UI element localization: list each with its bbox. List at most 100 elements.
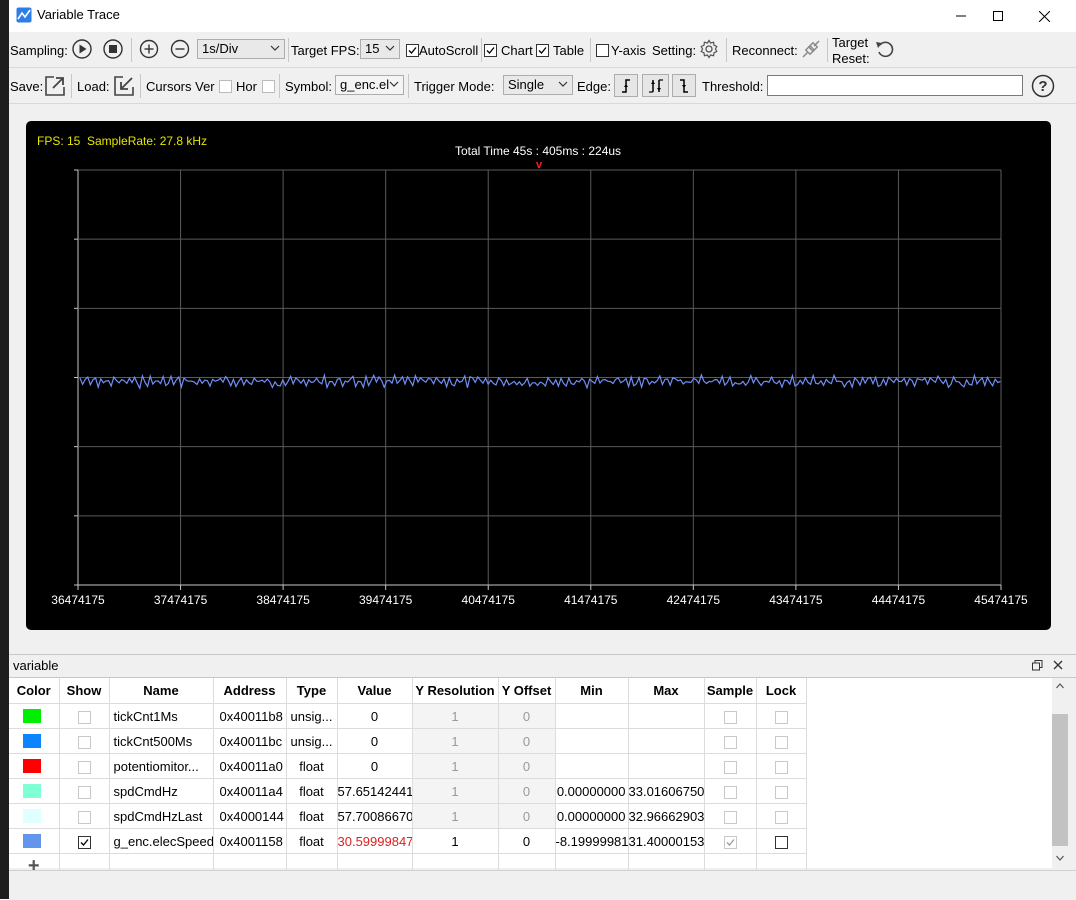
name-cell[interactable]: tickCnt1Ms	[109, 703, 214, 729]
type-cell[interactable]: unsig...	[286, 703, 338, 729]
min-cell[interactable]	[555, 703, 629, 729]
yres-cell[interactable]: 1	[412, 703, 499, 729]
color-cell[interactable]	[9, 778, 60, 804]
min-cell[interactable]: 0.00000000	[555, 803, 629, 829]
sample-cell[interactable]	[704, 753, 757, 779]
setting-button[interactable]	[698, 38, 720, 60]
yres-cell[interactable]: 1	[412, 778, 499, 804]
show-checkbox[interactable]	[77, 785, 91, 799]
value-cell[interactable]: 30.59999847	[337, 828, 413, 854]
sample-cell[interactable]	[704, 703, 757, 729]
sample-checkbox[interactable]	[723, 785, 737, 799]
column-header-address[interactable]: Address	[213, 678, 287, 704]
address-cell[interactable]: 0x40011b8	[213, 703, 287, 729]
sample-cell[interactable]	[704, 728, 757, 754]
value-cell[interactable]: 0	[337, 728, 413, 754]
load-button[interactable]	[112, 74, 136, 98]
help-button[interactable]: ?	[1031, 74, 1055, 98]
variable-row[interactable]: spdCmdHzLast 0x4000144 float 57.70086670 1 0 0…	[9, 803, 807, 829]
trace-chart[interactable]: 36474175 37474175 38474175 39474175 40474175…	[26, 121, 1051, 630]
color-cell[interactable]	[9, 728, 60, 754]
sample-checkbox[interactable]	[723, 810, 737, 824]
zoom-in-button[interactable]	[138, 38, 160, 60]
name-cell[interactable]: tickCnt500Ms	[109, 728, 214, 754]
value-cell[interactable]: 57.65142441	[337, 778, 413, 804]
add-symbol-icon[interactable]: +	[27, 855, 40, 877]
edge-both-button[interactable]	[642, 74, 669, 97]
address-cell[interactable]: 0x40011a4	[213, 778, 287, 804]
yres-cell[interactable]: 1	[412, 828, 499, 854]
column-header-value[interactable]: Value	[337, 678, 413, 704]
column-header-sample[interactable]: Sample	[704, 678, 757, 704]
lock-cell[interactable]	[756, 778, 807, 804]
play-button[interactable]	[71, 38, 93, 60]
lock-checkbox[interactable]	[774, 810, 788, 824]
color-cell[interactable]	[9, 828, 60, 854]
cursor-hor-checkbox[interactable]	[262, 80, 275, 93]
show-cell[interactable]	[59, 703, 110, 729]
edge-rising-button[interactable]	[614, 74, 638, 97]
address-cell[interactable]: 0x40011a0	[213, 753, 287, 779]
yoffset-cell[interactable]: 0	[498, 803, 556, 829]
variable-row[interactable]: potentiomitor... 0x40011a0 float 0 1 0	[9, 753, 807, 779]
yoffset-cell[interactable]: 0	[498, 778, 556, 804]
lock-checkbox[interactable]	[774, 785, 788, 799]
column-header-show[interactable]: Show	[59, 678, 110, 704]
lock-cell[interactable]	[756, 803, 807, 829]
column-header-y-resolution[interactable]: Y Resolution	[412, 678, 499, 704]
column-header-name[interactable]: Name	[109, 678, 214, 704]
target-fps-select[interactable]: 15	[360, 39, 400, 59]
sample-checkbox[interactable]	[723, 760, 737, 774]
show-cell[interactable]	[59, 753, 110, 779]
column-header-lock[interactable]: Lock	[756, 678, 807, 704]
time-div-select[interactable]: 1s/Div	[197, 39, 285, 59]
value-cell[interactable]: 0	[337, 703, 413, 729]
color-cell[interactable]	[9, 703, 60, 729]
show-checkbox[interactable]	[77, 710, 91, 724]
symbol-select[interactable]: g_enc.el	[335, 75, 404, 95]
autoscroll-checkbox[interactable]	[406, 44, 419, 57]
type-cell[interactable]: float	[286, 778, 338, 804]
type-cell[interactable]: float	[286, 803, 338, 829]
max-cell[interactable]	[628, 753, 705, 779]
scroll-up-icon[interactable]	[1056, 683, 1064, 689]
lock-cell[interactable]	[756, 728, 807, 754]
lock-checkbox[interactable]	[774, 735, 788, 749]
edge-falling-button[interactable]	[672, 74, 696, 97]
restore-panel-icon[interactable]	[1032, 660, 1043, 671]
address-cell[interactable]: 0x4000144	[213, 803, 287, 829]
name-cell[interactable]: potentiomitor...	[109, 753, 214, 779]
yoffset-cell[interactable]: 0	[498, 728, 556, 754]
yres-cell[interactable]: 1	[412, 728, 499, 754]
show-cell[interactable]	[59, 778, 110, 804]
lock-cell[interactable]	[756, 703, 807, 729]
lock-cell[interactable]	[756, 828, 807, 854]
yres-cell[interactable]: 1	[412, 803, 499, 829]
scrollbar-thumb[interactable]	[1052, 714, 1068, 846]
threshold-input[interactable]	[767, 75, 1023, 96]
sample-cell[interactable]	[704, 803, 757, 829]
type-cell[interactable]: float	[286, 753, 338, 779]
chart-checkbox[interactable]	[484, 44, 497, 57]
lock-cell[interactable]	[756, 753, 807, 779]
min-cell[interactable]: 0.00000000	[555, 778, 629, 804]
color-swatch[interactable]	[23, 834, 41, 848]
vertical-scrollbar[interactable]	[1052, 678, 1068, 868]
show-cell[interactable]	[59, 828, 110, 854]
max-cell[interactable]	[628, 703, 705, 729]
column-header-y-offset[interactable]: Y Offset	[498, 678, 556, 704]
sample-cell[interactable]	[704, 828, 757, 854]
min-cell[interactable]	[555, 753, 629, 779]
yoffset-cell[interactable]: 0	[498, 828, 556, 854]
minimize-button[interactable]	[938, 0, 984, 32]
save-button[interactable]	[43, 74, 67, 98]
address-cell[interactable]: 0x40011bc	[213, 728, 287, 754]
yres-cell[interactable]: 1	[412, 753, 499, 779]
show-checkbox[interactable]	[77, 810, 91, 824]
color-cell[interactable]	[9, 753, 60, 779]
max-cell[interactable]: 33.01606750	[628, 778, 705, 804]
variable-row[interactable]: tickCnt1Ms 0x40011b8 unsig... 0 1 0	[9, 703, 807, 729]
table-checkbox[interactable]	[536, 44, 549, 57]
column-header-max[interactable]: Max	[628, 678, 705, 704]
color-swatch[interactable]	[23, 784, 41, 798]
